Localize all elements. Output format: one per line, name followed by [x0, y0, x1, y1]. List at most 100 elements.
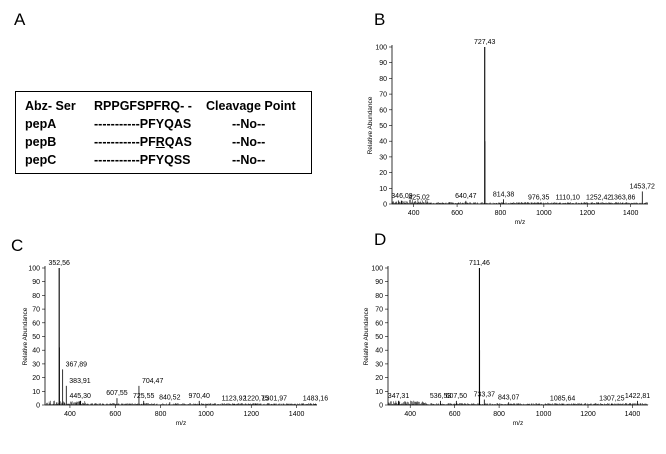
x-tick-label: 400: [408, 210, 420, 217]
y-tick-label: 20: [375, 375, 383, 382]
peak-label: 1422,81: [625, 393, 650, 400]
baseline-noise-c: [45, 400, 317, 405]
table-row-name: pepB: [25, 135, 57, 149]
y-tick-label: 40: [32, 348, 40, 355]
peak-label: 711,46: [469, 260, 490, 267]
peak-label: 1307,25: [599, 396, 624, 403]
y-tick-label: 90: [379, 60, 387, 67]
x-tick-label: 1200: [580, 411, 596, 418]
x-tick-label: 800: [493, 411, 505, 418]
table-header-abz-ser: Abz- Ser: [25, 99, 76, 113]
y-tick-label: 50: [379, 123, 387, 130]
panel-label-c: C: [11, 236, 24, 255]
peak-label: 1220,75: [243, 396, 268, 403]
peak-label: 1123,92: [222, 396, 247, 403]
y-tick-label: 80: [32, 293, 40, 300]
baseline-noise-d: [388, 400, 649, 405]
peak-label: 352,56: [48, 260, 70, 267]
table-row-cleavage: --No--: [232, 153, 266, 167]
panel-label-a: A: [14, 10, 26, 29]
peak-label: 347,31: [388, 393, 410, 400]
y-tick-label: 100: [375, 45, 387, 52]
y-tick-label: 90: [375, 279, 383, 286]
peak-label: 1110,10: [556, 194, 580, 201]
x-tick-label: 400: [64, 411, 76, 418]
y-tick-label: 0: [383, 202, 387, 209]
y-tick-label: 40: [379, 139, 387, 146]
table-row-sequence: -----------PFYQAS: [94, 117, 192, 131]
peak-label: 1363,86: [610, 194, 635, 201]
peak-label: 976,35: [528, 194, 550, 201]
y-tick-label: 0: [379, 403, 383, 410]
y-axis-title-d: Relative Abundance: [363, 307, 370, 365]
x-tick-label: 800: [155, 411, 167, 418]
y-tick-label: 30: [375, 361, 383, 368]
y-tick-label: 30: [379, 154, 387, 161]
y-tick-label: 70: [32, 307, 40, 314]
peak-label: 1301,97: [262, 396, 287, 403]
y-tick-label: 10: [375, 389, 383, 396]
x-tick-label: 1000: [198, 411, 214, 418]
table-header-cleavage: Cleavage Point: [206, 99, 296, 113]
x-tick-label: 600: [109, 411, 121, 418]
y-tick-label: 80: [375, 293, 383, 300]
x-tick-label: 400: [404, 411, 416, 418]
peak-label: 843,07: [498, 394, 520, 401]
x-axis-title-c: m/z: [176, 420, 186, 427]
x-tick-label: 600: [451, 210, 463, 217]
x-tick-label: 1400: [623, 210, 639, 217]
peak-label: 640,47: [455, 193, 477, 200]
y-tick-label: 0: [36, 403, 40, 410]
peak-label: 607,55: [106, 390, 128, 397]
y-tick-label: 70: [379, 92, 387, 99]
x-axis-title-b: m/z: [515, 219, 525, 226]
peak-label: 383,91: [69, 378, 91, 385]
y-axis-title-b: Relative Abundance: [367, 96, 374, 154]
peak-label: 425,02: [408, 194, 430, 201]
peak-label: 733,37: [474, 392, 496, 399]
table-header-sequence: RPPGFSPFRQ- -: [94, 99, 192, 113]
peak-label: 725,55: [133, 393, 155, 400]
x-tick-label: 1000: [536, 210, 552, 217]
table-row-cleavage: --No--: [232, 135, 266, 149]
y-tick-label: 90: [32, 279, 40, 286]
y-tick-label: 60: [379, 107, 387, 114]
table-row-name: pepA: [25, 117, 57, 131]
baseline-noise-b: [392, 199, 648, 204]
y-tick-label: 10: [32, 389, 40, 396]
x-tick-label: 800: [495, 210, 507, 217]
y-tick-label: 10: [379, 186, 387, 193]
x-tick-label: 600: [449, 411, 461, 418]
peak-label: 1252,42: [586, 194, 611, 201]
peak-label: 727,43: [474, 39, 496, 46]
y-tick-label: 20: [379, 170, 387, 177]
table-row-sequence: -----------PFYQSS: [94, 153, 191, 167]
peak-label: 346,09: [391, 193, 413, 200]
peak-label: 1483,16: [303, 396, 328, 403]
y-tick-label: 50: [375, 334, 383, 341]
peak-label: 536,53: [430, 393, 452, 400]
peak-label: 970,40: [189, 393, 211, 400]
y-tick-label: 20: [32, 375, 40, 382]
y-tick-label: 60: [375, 320, 383, 327]
peak-label: 704,47: [142, 378, 164, 385]
table-row-cleavage: --No--: [232, 117, 266, 131]
y-tick-label: 50: [32, 334, 40, 341]
panel-label-d: D: [374, 230, 387, 249]
x-axis-title-d: m/z: [513, 420, 523, 427]
x-tick-label: 1400: [625, 411, 641, 418]
x-tick-label: 1200: [243, 411, 259, 418]
peak-label: 607,50: [446, 393, 468, 400]
y-tick-label: 40: [375, 348, 383, 355]
peak-label: 445,30: [69, 393, 91, 400]
peak-label: 367,89: [66, 361, 88, 368]
y-tick-label: 60: [32, 320, 40, 327]
peak-label: 814,38: [493, 191, 515, 198]
y-tick-label: 70: [375, 307, 383, 314]
panel-label-b: B: [374, 10, 386, 29]
y-tick-label: 30: [32, 361, 40, 368]
peak-label: 840,52: [159, 394, 181, 401]
table-row-name: pepC: [25, 153, 57, 167]
y-tick-label: 100: [28, 266, 40, 273]
